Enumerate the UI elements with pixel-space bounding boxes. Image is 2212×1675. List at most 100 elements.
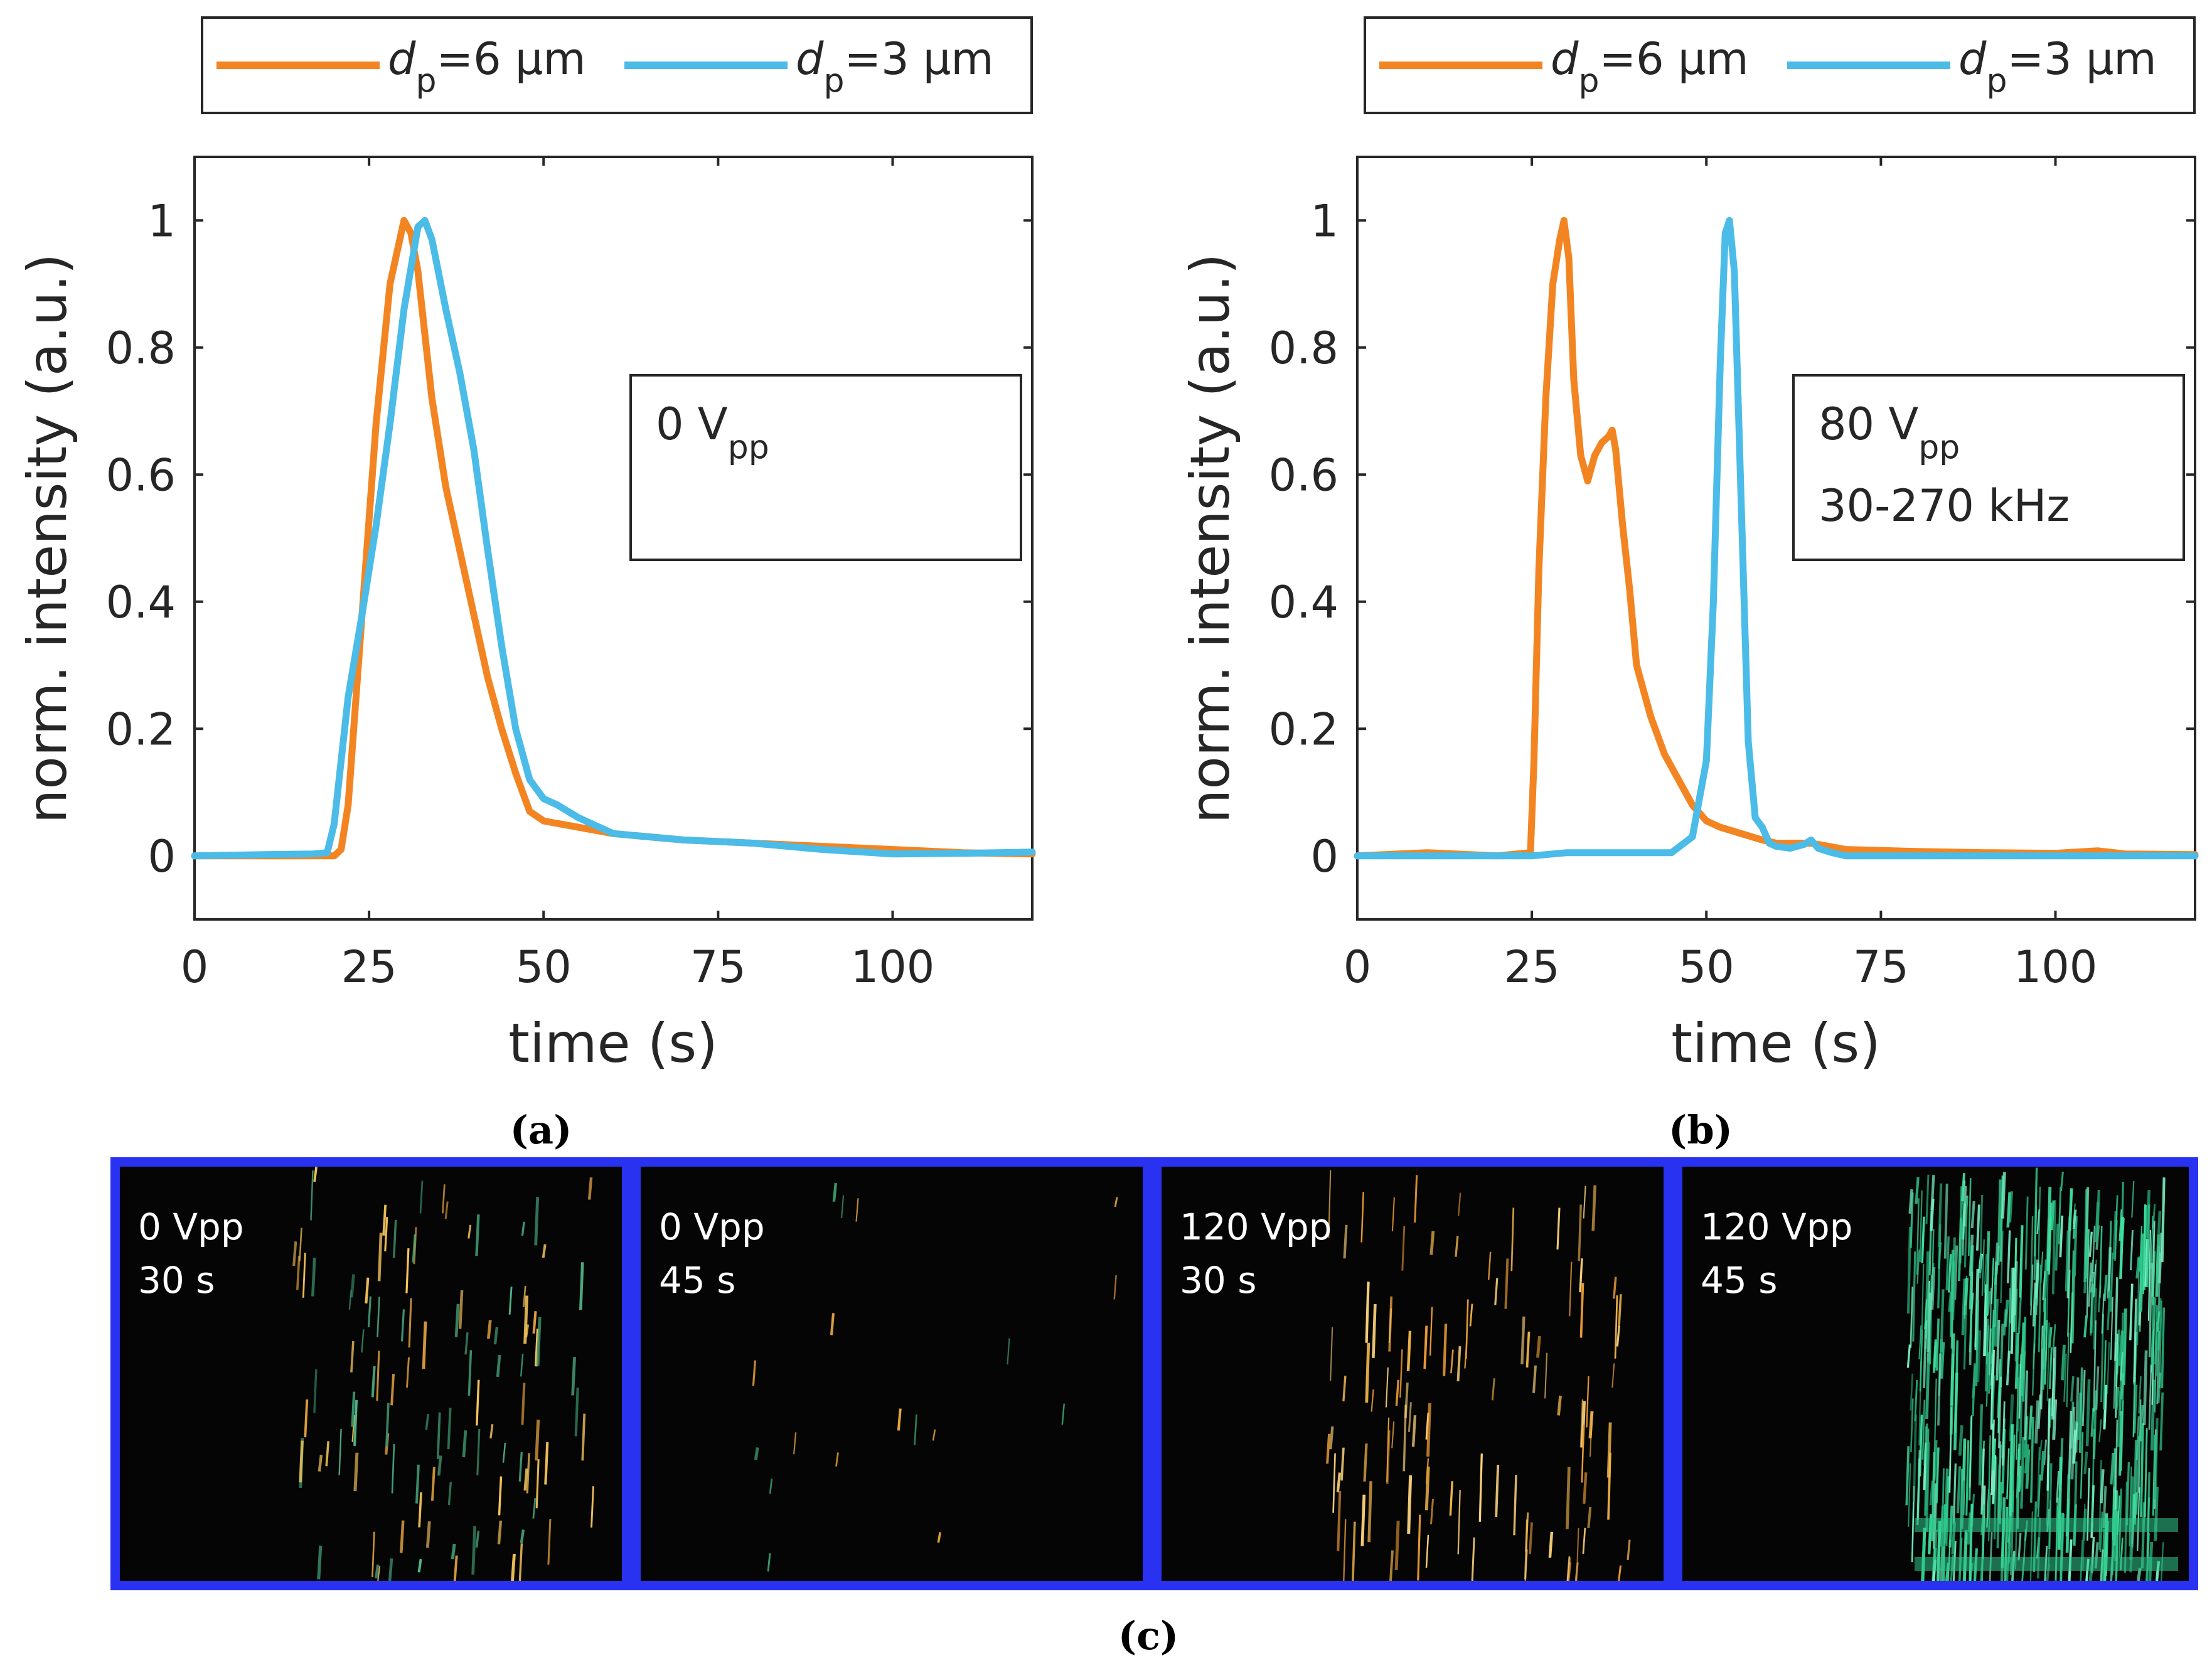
particle-streak (2156, 1211, 2162, 1246)
particle-streak (1352, 1521, 1356, 1581)
particle-streak (497, 1520, 503, 1544)
particle-streak (1910, 1287, 1914, 1348)
particle-streak (1923, 1426, 1928, 1466)
particle-streak (2083, 1315, 2088, 1338)
particle-streak (2086, 1229, 2090, 1318)
particle-streak (1918, 1325, 1922, 1360)
particle-streak (338, 1428, 342, 1475)
particle-streak (1370, 1389, 1374, 1412)
particle-streak (536, 1317, 542, 1366)
particle-streak (1961, 1173, 1965, 1202)
particle-streak (2133, 1440, 2138, 1519)
particle-streak (1455, 1236, 1459, 1257)
particle-streak (453, 1555, 458, 1581)
particle-streak (1588, 1411, 1594, 1439)
particle-streak (542, 1244, 547, 1258)
particle-streak (468, 1350, 473, 1396)
annotation-label-a: 0 Vpp (656, 399, 769, 466)
particle-streak (511, 1553, 516, 1581)
particle-streak (1975, 1300, 1980, 1386)
particle-streak (1987, 1492, 1992, 1541)
particle-streak (1968, 1178, 1972, 1256)
y-tick-label-b-2: 0.4 (1269, 577, 1338, 628)
particle-streak (1933, 1378, 1937, 1462)
particle-streak (1925, 1353, 1930, 1419)
particle-streak (1910, 1398, 1914, 1453)
particle-streak (1389, 1550, 1394, 1581)
particle-streak (2120, 1352, 2124, 1381)
particle-streak (419, 1180, 424, 1214)
particle-streak (2098, 1460, 2102, 1550)
particle-streak (2054, 1223, 2060, 1271)
particle-streak (1921, 1216, 1925, 1263)
particle-streak (2129, 1466, 2132, 1546)
photo-2-time: 45 s (659, 1259, 735, 1302)
particle-streak (534, 1197, 540, 1246)
particle-streak (1987, 1435, 1991, 1519)
particle-streak (412, 1234, 417, 1263)
particle-streak (2114, 1277, 2118, 1361)
particle-streak (1933, 1483, 1937, 1549)
particle-streak (1953, 1245, 1958, 1300)
particle-streak (1908, 1463, 1911, 1527)
particle-streak (1591, 1185, 1596, 1231)
particle-streak (587, 1177, 593, 1200)
particle-streak (1989, 1532, 1993, 1581)
particle-streak (1998, 1482, 2003, 1524)
particle-streak (2152, 1434, 2156, 1516)
particle-streak (1916, 1450, 1921, 1520)
y-tick-label-a-3: 0.6 (106, 449, 176, 501)
chart-panel-a: dp=6 µm dp=3 µm 0 25 50 75 100 0 0.2 0.4 0.6 0.8 1… (16, 16, 1036, 1153)
particle-streak (2110, 1252, 2114, 1312)
particle-streak (371, 1366, 376, 1398)
particle-streak (579, 1262, 584, 1310)
particle-streak (2144, 1428, 2148, 1518)
particle-streak (325, 1441, 329, 1467)
particle-streak (2049, 1397, 2053, 1428)
particle-streak (2065, 1474, 2071, 1553)
particle-streak (1915, 1177, 1920, 1204)
particle-streak (1980, 1448, 1985, 1515)
particle-streak (2030, 1416, 2034, 1503)
particle-streak (1488, 1251, 1492, 1280)
photo-frame-1: 0 Vpp 30 s (120, 1167, 622, 1581)
particle-streak (1532, 1365, 1537, 1393)
particle-streak (400, 1520, 405, 1553)
particle-streak (1930, 1198, 1935, 1231)
particle-band (1915, 1557, 2178, 1571)
x-tick-label-b-1: 25 (1504, 941, 1560, 993)
particle-streak (1926, 1292, 1931, 1363)
particle-streak (361, 1329, 365, 1353)
particle-streak (444, 1201, 449, 1219)
particle-streak (830, 1313, 835, 1335)
particle-streak (2058, 1187, 2062, 1244)
particle-streak (1923, 1320, 1927, 1388)
particle-streak (1556, 1207, 1561, 1250)
particle-streak (1569, 1261, 1573, 1317)
y-tick-label-a-2: 0.4 (106, 577, 176, 628)
particle-streak (1417, 1514, 1421, 1581)
particle-streak (388, 1558, 393, 1581)
particle-streak (1425, 1458, 1429, 1484)
particle-streak (1401, 1226, 1406, 1271)
particle-streak (2140, 1423, 2144, 1517)
particle-streak (502, 1442, 506, 1463)
particle-streak (2016, 1363, 2021, 1432)
particle-streak (526, 1453, 530, 1494)
annotation-label-b: 80 Vpp (1819, 399, 1960, 466)
particle-streak (2152, 1204, 2156, 1228)
particle-streak (2114, 1344, 2119, 1387)
particle-streak (1566, 1467, 1571, 1529)
particle-streak (2043, 1439, 2048, 1465)
particle-streak (2022, 1317, 2027, 1402)
legend-a: dp=6 µm dp=3 µm (201, 16, 1033, 114)
particle-streak (574, 1387, 579, 1437)
x-tick-label-b-3: 75 (1853, 941, 1909, 993)
particle-streak (767, 1553, 771, 1572)
particle-streak (377, 1566, 381, 1581)
particle-streak (2081, 1370, 2086, 1426)
photo-divider-2 (1143, 1167, 1162, 1581)
particle-streak (1997, 1376, 2002, 1448)
photo-4-time: 45 s (1701, 1259, 1777, 1302)
